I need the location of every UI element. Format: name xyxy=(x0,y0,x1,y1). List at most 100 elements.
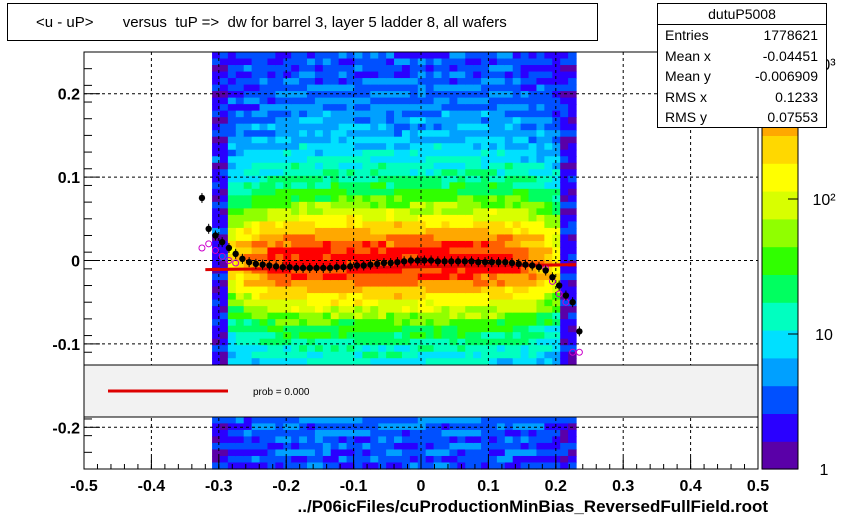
heatmap-cell xyxy=(235,104,245,112)
heatmap-cell xyxy=(259,338,269,346)
heatmap-cell xyxy=(425,195,435,203)
heatmap-cell xyxy=(441,169,451,177)
heatmap-cell xyxy=(528,306,538,314)
heatmap-cell xyxy=(243,104,253,112)
heatmap-cell xyxy=(433,136,443,144)
heatmap-cell xyxy=(544,169,553,177)
heatmap-cell xyxy=(544,449,553,457)
heatmap-cell xyxy=(291,234,300,242)
heatmap-cell xyxy=(291,221,300,229)
heatmap-cell xyxy=(219,195,229,203)
heatmap-cell xyxy=(544,332,553,340)
heatmap-cell xyxy=(528,188,538,196)
heatmap-cell xyxy=(433,312,443,320)
heatmap-cell xyxy=(457,188,466,196)
heatmap-cell xyxy=(401,345,411,353)
heatmap-cell xyxy=(504,143,514,151)
heatmap-cell xyxy=(457,345,466,353)
heatmap-cell xyxy=(386,162,395,170)
heatmap-cell xyxy=(528,332,538,340)
heatmap-cell xyxy=(322,117,332,125)
heatmap-cell xyxy=(307,442,316,451)
heatmap-cell xyxy=(354,188,363,196)
heatmap-cell xyxy=(235,280,245,288)
heatmap-cell xyxy=(449,97,458,105)
heatmap-cell xyxy=(560,429,569,438)
heatmap-cell xyxy=(275,280,284,288)
heatmap-cell xyxy=(488,273,498,281)
heatmap-cell xyxy=(394,280,403,288)
heatmap-cell xyxy=(544,201,553,209)
heatmap-cell xyxy=(433,110,443,118)
heatmap-cell xyxy=(473,65,482,73)
heatmap-cell xyxy=(520,312,530,320)
heatmap-cell xyxy=(235,286,245,294)
heatmap-cell xyxy=(307,273,316,281)
heatmap-cell xyxy=(346,319,356,327)
heatmap-cell xyxy=(409,338,419,346)
heatmap-cell xyxy=(386,293,395,301)
heatmap-cell xyxy=(560,208,569,216)
heatmap-cell xyxy=(259,97,269,105)
heatmap-cell xyxy=(481,299,490,307)
heatmap-cell xyxy=(552,247,561,255)
heatmap-cell xyxy=(378,442,387,451)
heatmap-cell xyxy=(465,71,474,79)
heatmap-cell xyxy=(219,136,229,144)
heatmap-cell xyxy=(481,117,490,125)
heatmap-cell xyxy=(504,78,514,86)
heatmap-cell xyxy=(251,319,261,327)
heatmap-cell xyxy=(544,214,553,223)
heatmap-cell xyxy=(267,130,276,138)
heatmap-cell xyxy=(425,208,435,216)
heatmap-cell xyxy=(536,110,545,118)
heatmap-cell xyxy=(354,136,363,144)
heatmap-cell xyxy=(433,156,443,164)
heatmap-cell xyxy=(504,423,514,431)
heatmap-cell xyxy=(473,123,482,131)
heatmap-cell xyxy=(409,175,419,183)
heatmap-cell xyxy=(409,234,419,242)
heatmap-cell xyxy=(307,429,316,438)
heatmap-cell xyxy=(338,97,348,105)
heatmap-cell xyxy=(235,462,245,470)
heatmap-cell xyxy=(473,227,482,236)
heatmap-cell xyxy=(275,267,284,275)
heatmap-cell xyxy=(504,247,514,255)
heatmap-cell xyxy=(496,227,506,236)
heatmap-cell xyxy=(481,234,490,242)
heatmap-cell xyxy=(386,319,395,327)
heatmap-cell xyxy=(449,84,458,92)
heatmap-cell xyxy=(512,442,522,451)
heatmap-cell xyxy=(291,416,300,424)
heatmap-cell xyxy=(473,162,482,170)
heatmap-cell xyxy=(346,104,356,112)
heatmap-cell xyxy=(299,162,308,170)
stats-value: 0.1233 xyxy=(775,88,818,105)
heatmap-cell xyxy=(370,345,379,353)
heatmap-cell xyxy=(362,345,371,353)
heatmap-cell xyxy=(227,253,237,262)
heatmap-cell xyxy=(481,136,490,144)
heatmap-cell xyxy=(512,416,522,424)
heatmap-cell xyxy=(370,449,379,457)
heatmap-cell xyxy=(314,338,324,346)
heatmap-cell xyxy=(552,286,561,294)
heatmap-cell xyxy=(457,286,466,294)
heatmap-cell xyxy=(267,429,276,438)
profile-point xyxy=(434,258,442,265)
heatmap-cell xyxy=(488,462,498,470)
heatmap-cell xyxy=(560,286,569,294)
heatmap-cell xyxy=(496,273,506,281)
heatmap-cell xyxy=(346,195,356,203)
heatmap-cell xyxy=(283,201,292,209)
heatmap-cell xyxy=(370,299,379,307)
heatmap-cell xyxy=(235,306,245,314)
heatmap-cell xyxy=(370,162,379,170)
heatmap-cell xyxy=(544,280,553,288)
heatmap-cell xyxy=(378,312,387,320)
stats-value: 1778621 xyxy=(763,27,818,43)
alt-profile-point xyxy=(555,290,563,298)
heatmap-cell xyxy=(425,123,435,131)
heatmap-cell xyxy=(481,201,490,209)
